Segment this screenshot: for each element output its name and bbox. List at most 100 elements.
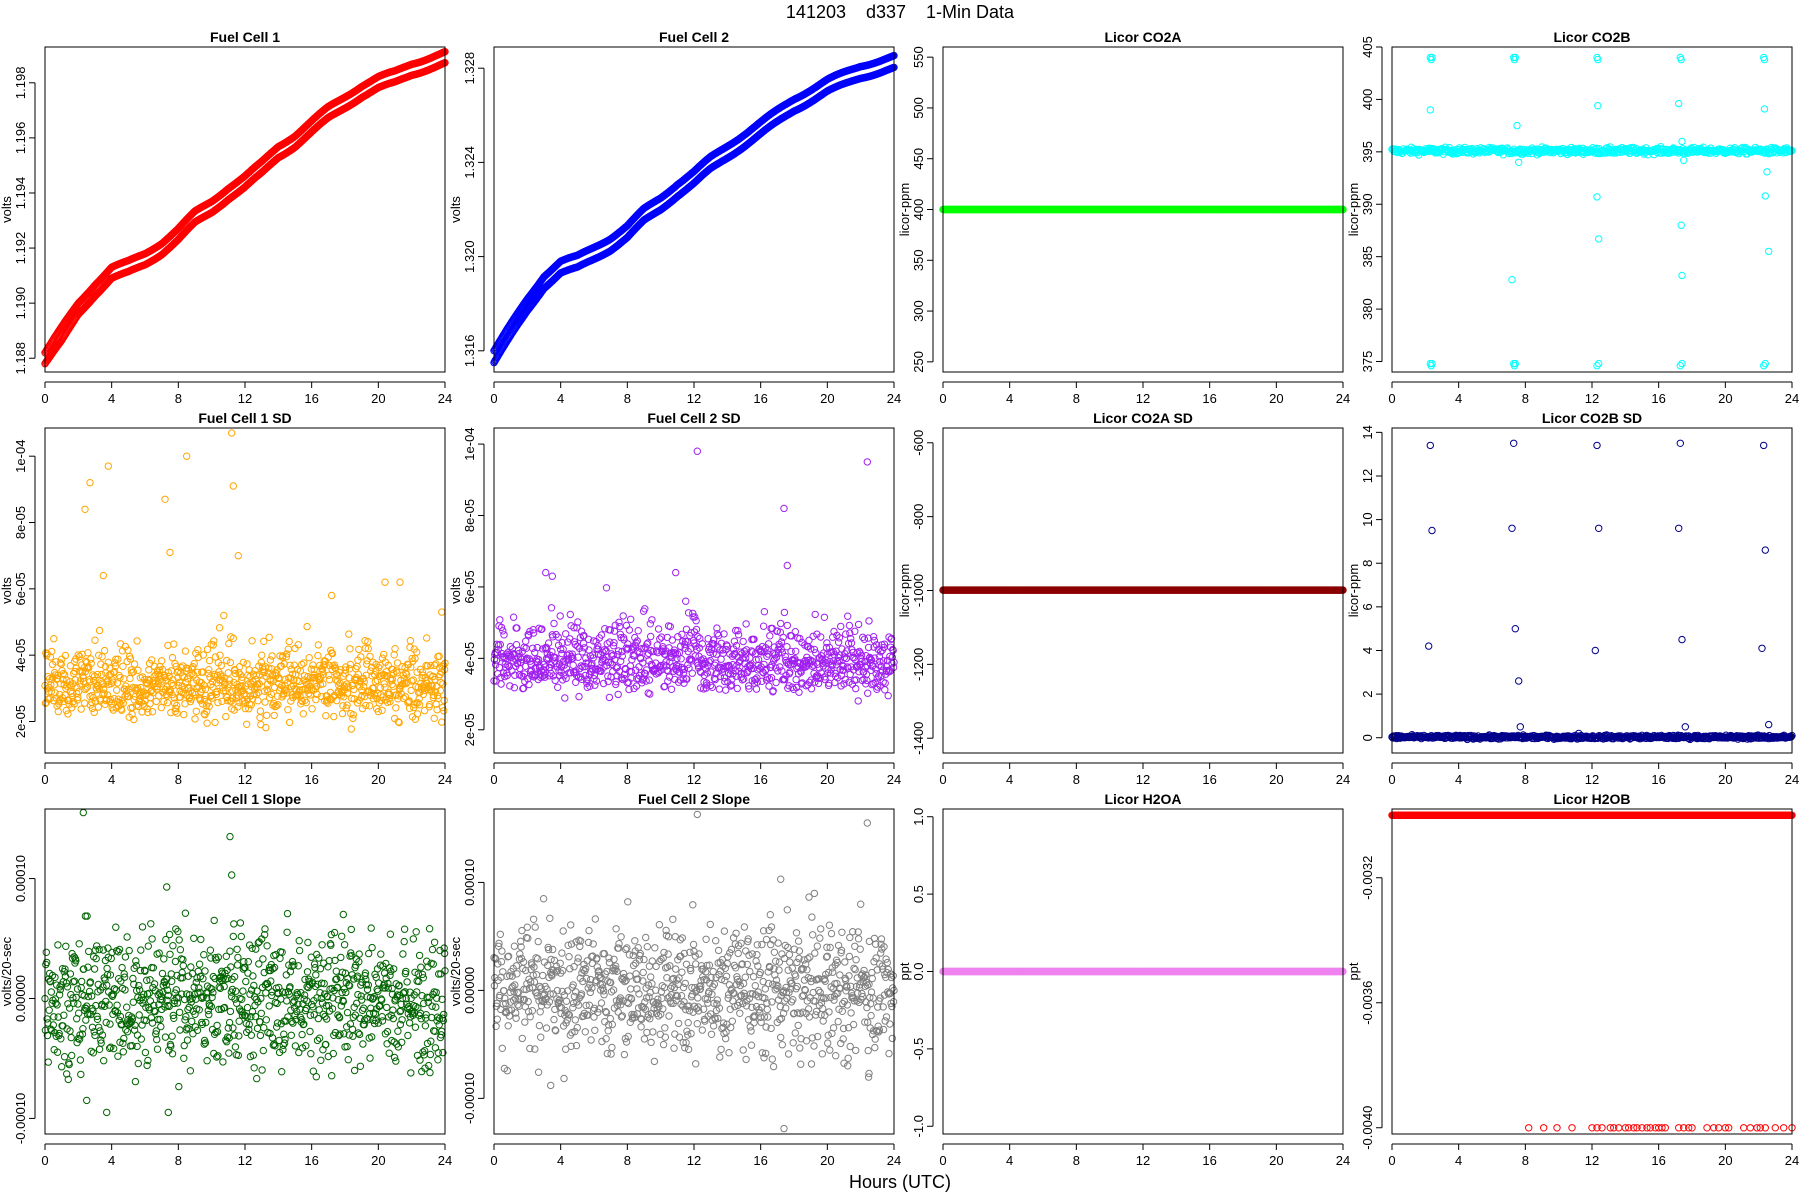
data-point	[299, 710, 307, 718]
panel-title: Licor CO2B	[1553, 29, 1630, 45]
panel-fuel-cell-2: Fuel Cell 20 4 8 12 16 20 241.3161.3201.3241.3…	[448, 29, 901, 406]
data-point	[347, 725, 355, 733]
data-point	[183, 452, 191, 460]
x-tick-label: 8	[1522, 391, 1529, 406]
y-axis-label: volts	[0, 196, 14, 223]
data-point	[308, 705, 316, 713]
data-point	[130, 660, 139, 668]
x-tick-label: 0	[41, 391, 48, 406]
data-point	[164, 641, 172, 650]
data-point	[391, 645, 399, 653]
data-point	[314, 651, 322, 660]
data-point	[1515, 158, 1523, 167]
x-tick-label: 8	[1073, 391, 1080, 406]
y-axis-label: volts	[0, 577, 14, 604]
data-point	[157, 703, 166, 712]
x-tick-label: 12	[1136, 391, 1150, 406]
panel-title: Fuel Cell 1 SD	[198, 410, 291, 426]
data-point	[430, 714, 438, 722]
data-points	[939, 205, 1347, 214]
data-point	[554, 683, 562, 691]
data-point	[561, 694, 569, 702]
data-point	[392, 704, 400, 712]
x-tick-label: 8	[175, 391, 182, 406]
y-tick-label: 405	[1360, 36, 1375, 58]
data-point	[58, 655, 66, 663]
data-point	[556, 612, 564, 620]
data-point	[547, 604, 556, 612]
y-tick-label: 1.188	[13, 342, 28, 375]
y-tick-label: 395	[1360, 141, 1375, 163]
x-tick-label: 12	[238, 391, 252, 406]
x-tick-label: 20	[1269, 391, 1283, 406]
data-points	[490, 51, 898, 367]
data-point	[248, 637, 256, 645]
data-point	[328, 591, 336, 600]
y-tick-label: 400	[911, 199, 926, 221]
data-point	[1593, 193, 1601, 201]
x-axis: 0 4 8 12 16 20 24	[490, 381, 901, 406]
y-tick-label: 375	[1360, 351, 1375, 373]
x-tick-label: 20	[371, 772, 385, 787]
data-point	[1765, 247, 1773, 256]
data-point	[1595, 235, 1603, 243]
data-point	[166, 548, 174, 557]
data-point	[256, 714, 264, 722]
data-point	[243, 720, 251, 728]
data-point	[406, 643, 414, 651]
x-tick-label: 0	[1388, 391, 1395, 406]
data-point	[1675, 99, 1683, 108]
data-point	[214, 698, 222, 707]
x-tick-label: 16	[1202, 391, 1216, 406]
y-tick-label: 500	[911, 97, 926, 119]
plot-frame	[44, 46, 446, 373]
data-point	[222, 712, 230, 721]
data-point	[1426, 106, 1435, 114]
data-point	[262, 723, 270, 732]
data-point	[168, 653, 177, 662]
x-tick-label: 20	[371, 391, 385, 406]
data-point	[509, 613, 518, 621]
data-point	[99, 571, 108, 580]
data-point	[345, 630, 353, 638]
x-tick-label: 4	[1455, 391, 1462, 406]
data-points	[1388, 53, 1796, 370]
data-points	[41, 48, 449, 368]
y-tick-label: 550	[911, 46, 926, 68]
data-point	[1508, 276, 1516, 284]
data-points	[490, 447, 898, 705]
y-axis-label: volts	[448, 196, 463, 223]
data-point	[243, 660, 251, 668]
x-tick-label: 4	[108, 772, 115, 787]
data-point	[550, 619, 558, 628]
data-point	[285, 637, 293, 646]
x-axis: 0 4 8 12 16 20 24	[1388, 381, 1799, 406]
x-tick-label: 24	[1785, 391, 1799, 406]
y-tick-label: 1.316	[462, 335, 477, 368]
panel-fuel-cell-2-sd: Fuel Cell 2 SD0 4 8 12 16 20 242e-054e-056e-05…	[448, 410, 901, 787]
data-point	[84, 649, 92, 657]
y-tick-label: 1.194	[13, 177, 28, 210]
data-point	[98, 670, 106, 679]
x-tick-label: 16	[753, 391, 767, 406]
data-point	[298, 660, 306, 669]
data-point	[325, 676, 334, 684]
data-point	[389, 682, 397, 690]
data-point	[1594, 102, 1602, 110]
y-tick-label: 1.192	[13, 232, 28, 265]
data-point	[314, 641, 322, 649]
data-point	[170, 640, 178, 648]
data-point	[224, 669, 233, 677]
data-point	[104, 462, 113, 470]
data-point	[145, 666, 153, 674]
data-point	[390, 651, 398, 659]
y-tick-label: 1.196	[13, 122, 28, 155]
data-point	[355, 645, 363, 654]
data-point	[235, 663, 244, 671]
panel-fuel-cell-1-sd: Fuel Cell 1 SD0 4 8 12 16 20 242e-054e-056e-05…	[0, 410, 452, 787]
x-tick-label: 12	[687, 391, 701, 406]
data-point	[77, 705, 85, 713]
